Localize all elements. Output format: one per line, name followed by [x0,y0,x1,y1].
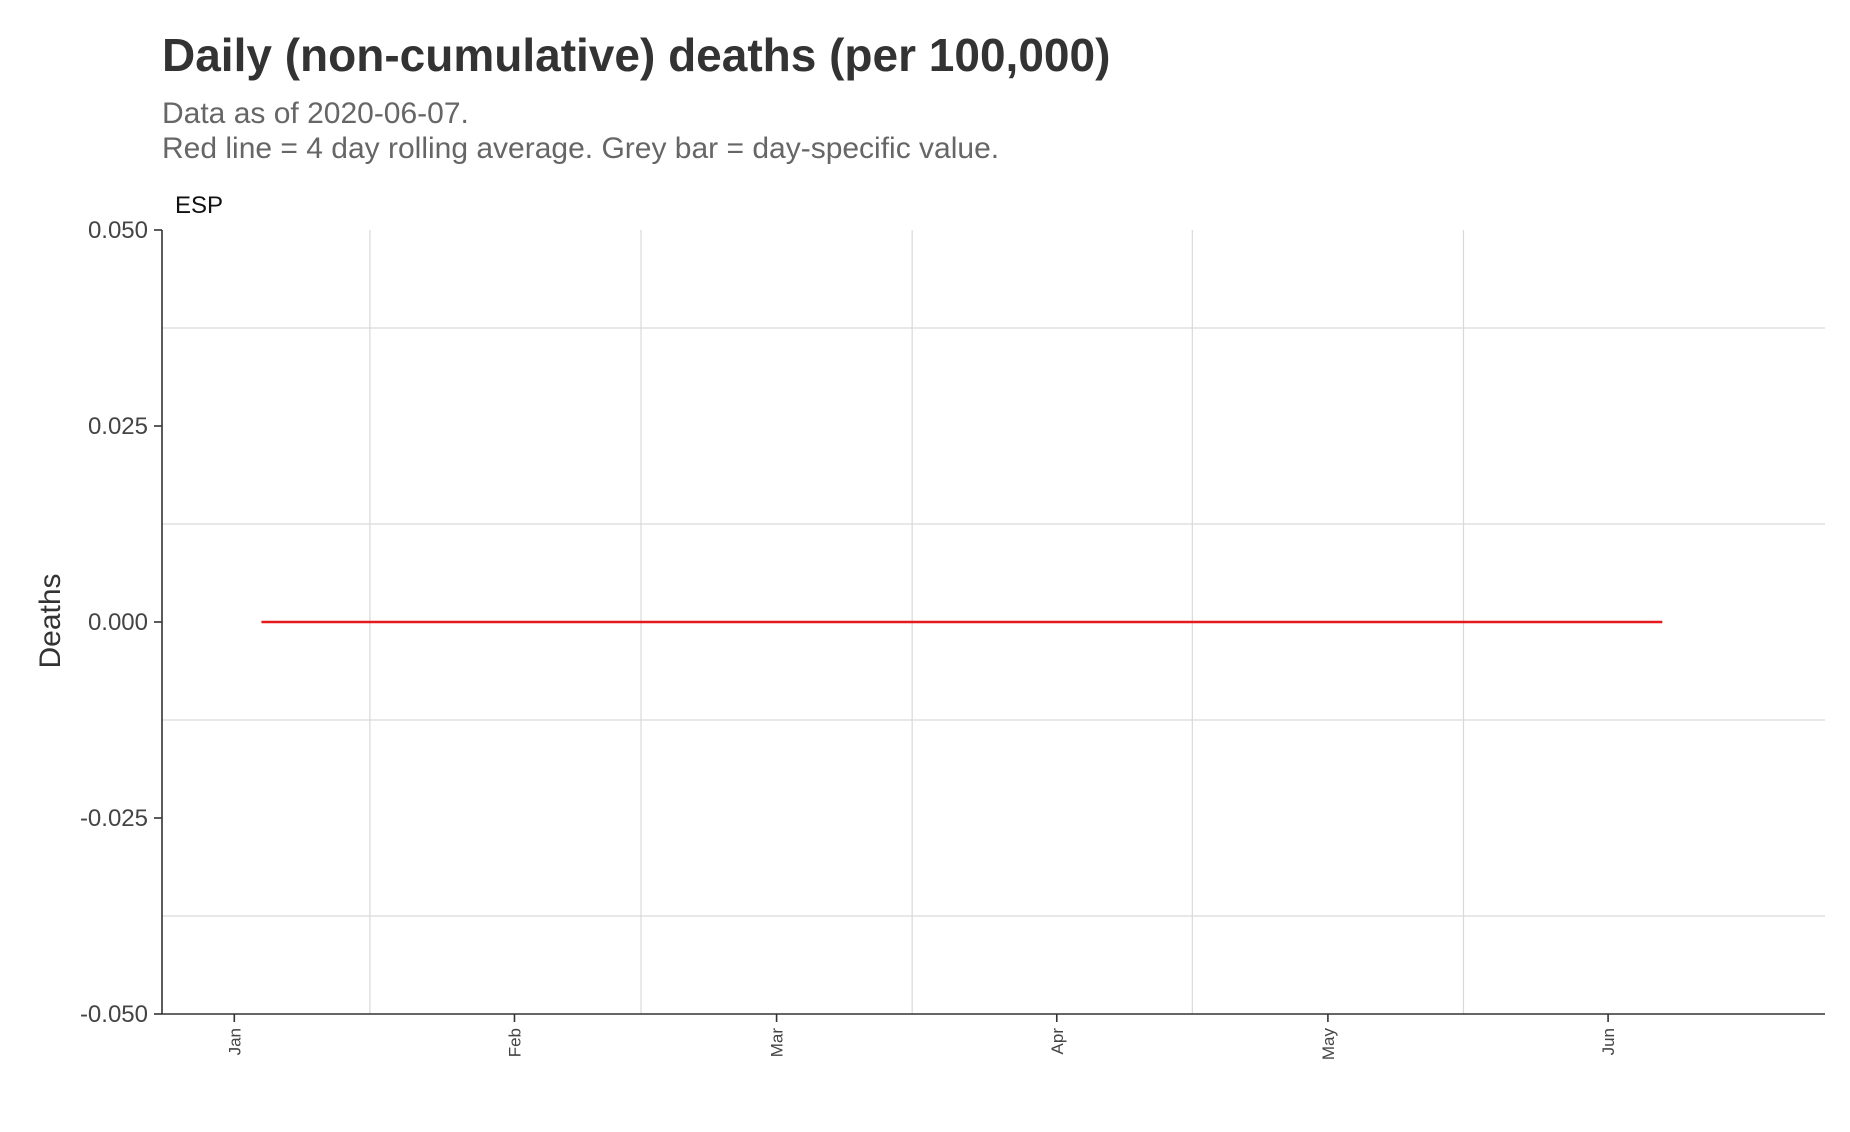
x-tick-label: Mar [768,1028,787,1058]
panel-label: ESP [175,192,223,219]
subtitle-line-1: Data as of 2020-06-07. [162,97,469,130]
chart-subtitle: Data as of 2020-06-07. Red line = 4 day … [162,96,999,166]
y-tick-label: 0.050 [88,217,148,244]
x-tick-label: Apr [1048,1028,1067,1055]
x-tick-label: Feb [505,1028,524,1057]
x-tick-label: Jan [225,1028,244,1055]
y-tick-label: 0.025 [88,413,148,440]
y-tick-label: -0.025 [80,805,148,832]
labels: ESP Deaths [34,192,223,669]
chart-title: Daily (non-cumulative) deaths (per 100,0… [162,29,1111,81]
x-tick-label: Jun [1599,1028,1618,1055]
y-tick-label: 0.000 [88,609,148,636]
y-tick-label: -0.050 [80,1001,148,1028]
subtitle-line-2: Red line = 4 day rolling average. Grey b… [162,132,1000,165]
axes: -0.050 -0.025 0.000 0.025 0.050 Jan Feb Mar Apr M… [80,217,1825,1060]
y-axis-title: Deaths [34,573,67,668]
x-tick-label: May [1319,1028,1338,1061]
